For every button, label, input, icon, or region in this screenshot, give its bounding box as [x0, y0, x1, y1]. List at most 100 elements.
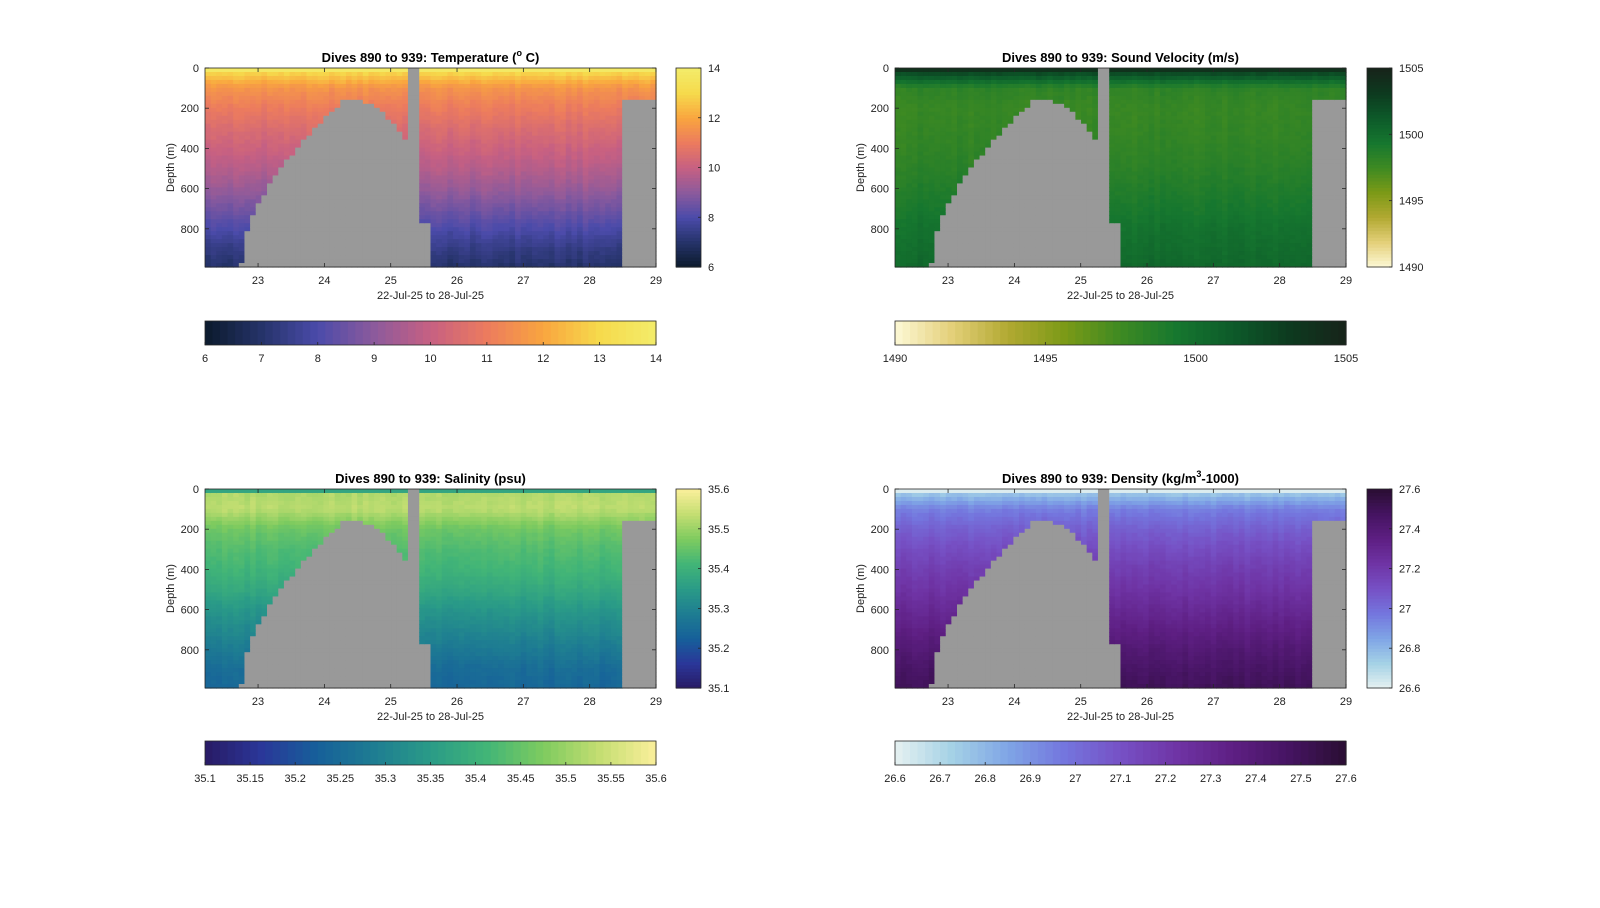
heatmap-cell [413, 87, 420, 93]
heatmap-cell [588, 151, 595, 157]
heatmap-cell [610, 207, 618, 212]
heatmap-cell [593, 115, 601, 121]
heatmap-cell [469, 175, 477, 181]
heatmap-cell [515, 75, 522, 81]
heatmap-cell [565, 183, 573, 188]
heatmap-cell [244, 199, 251, 204]
heatmap-cell [227, 259, 234, 264]
heatmap-cell [895, 203, 902, 208]
heatmap-cell [413, 227, 420, 232]
heatmap-cell [424, 207, 432, 212]
heatmap-cell [911, 247, 919, 252]
heatmap-cell [492, 187, 499, 192]
heatmap-cell [244, 143, 251, 149]
heatmap-cell [267, 159, 274, 165]
heatmap-cell [255, 127, 262, 133]
heatmap-cell [610, 183, 618, 188]
heatmap-cell [357, 187, 364, 192]
colorbar-tick-label: 10 [708, 163, 720, 175]
heatmap-cell [233, 155, 240, 161]
heatmap-cell [616, 111, 623, 117]
heatmap-cell [543, 195, 550, 200]
heatmap-cell [210, 191, 217, 196]
heatmap-cell [424, 247, 432, 252]
heatmap-cell [396, 95, 403, 101]
heatmap-cell [436, 183, 443, 188]
heatmap-cell [221, 227, 229, 232]
heatmap-cell [385, 127, 392, 133]
colorbar-swatch [676, 263, 701, 268]
heatmap-cell [278, 259, 285, 264]
heatmap-cell [283, 115, 291, 121]
heatmap-cell [593, 227, 601, 232]
heatmap-cell [329, 243, 336, 248]
heatmap-cell [312, 187, 319, 192]
heatmap-cell [306, 167, 313, 173]
heatmap-cell [458, 163, 465, 169]
heatmap-cell [345, 175, 353, 181]
heatmap-cell [441, 79, 449, 85]
heatmap-cell [238, 191, 246, 196]
heatmap-cell [362, 239, 370, 244]
heatmap-cell [509, 215, 516, 220]
heatmap-cell [895, 223, 902, 228]
heatmap-cell [588, 239, 595, 244]
heatmap-cell [289, 91, 296, 97]
heatmap-cell [895, 247, 902, 252]
heatmap-cell [216, 75, 223, 81]
heatmap-cell [543, 111, 550, 117]
heatmap-cell [374, 187, 381, 192]
heatmap-cell [906, 79, 913, 85]
heatmap-cell [554, 167, 561, 173]
heatmap-cell [374, 223, 381, 228]
heatmap-cell [582, 139, 589, 145]
heatmap-cell [973, 227, 981, 232]
heatmap-cell [357, 68, 364, 73]
heatmap-cell [486, 159, 494, 165]
heatmap-cell [221, 243, 229, 248]
heatmap-cell [334, 159, 341, 165]
heatmap-cell [334, 91, 341, 97]
heatmap-cell [633, 139, 640, 145]
heatmap-cell [233, 68, 240, 73]
heatmap-cell [498, 219, 505, 224]
heatmap-cell [599, 263, 606, 268]
heatmap-cell [334, 127, 341, 133]
heatmap-cell [554, 219, 561, 224]
heatmap-cell [895, 71, 902, 77]
heatmap-cell [582, 107, 589, 113]
heatmap-cell [565, 239, 573, 244]
heatmap-cell [329, 247, 336, 252]
heatmap-cell [447, 235, 454, 240]
heatmap-cell [554, 87, 561, 93]
heatmap-cell [906, 71, 913, 77]
heatmap-cell [588, 79, 595, 85]
heatmap-cell [306, 115, 313, 121]
heatmap-cell [543, 175, 550, 181]
heatmap-cell [554, 199, 561, 204]
colorbar-swatch [453, 321, 462, 345]
heatmap-cell [486, 91, 494, 97]
heatmap-cell [295, 107, 302, 113]
heatmap-cell [537, 227, 544, 232]
heatmap-cell [357, 227, 364, 232]
heatmap-cell [911, 115, 919, 121]
heatmap-cell [312, 79, 319, 85]
heatmap-cell [221, 255, 229, 260]
heatmap-cell [351, 123, 358, 129]
heatmap-cell [407, 199, 415, 204]
heatmap-cell [565, 167, 573, 173]
heatmap-cell [374, 159, 381, 165]
heatmap-cell [928, 95, 936, 101]
heatmap-cell [300, 83, 308, 89]
heatmap-cell [957, 259, 964, 264]
heatmap-cell [402, 147, 409, 153]
heatmap-cell [509, 179, 516, 185]
heatmap-cell [205, 243, 212, 248]
heatmap-cell [962, 231, 969, 236]
heatmap-cell [593, 151, 601, 157]
heatmap-cell [917, 219, 924, 224]
heatmap-cell [441, 131, 449, 137]
heatmap-cell [951, 223, 958, 228]
heatmap-cell [391, 263, 398, 268]
